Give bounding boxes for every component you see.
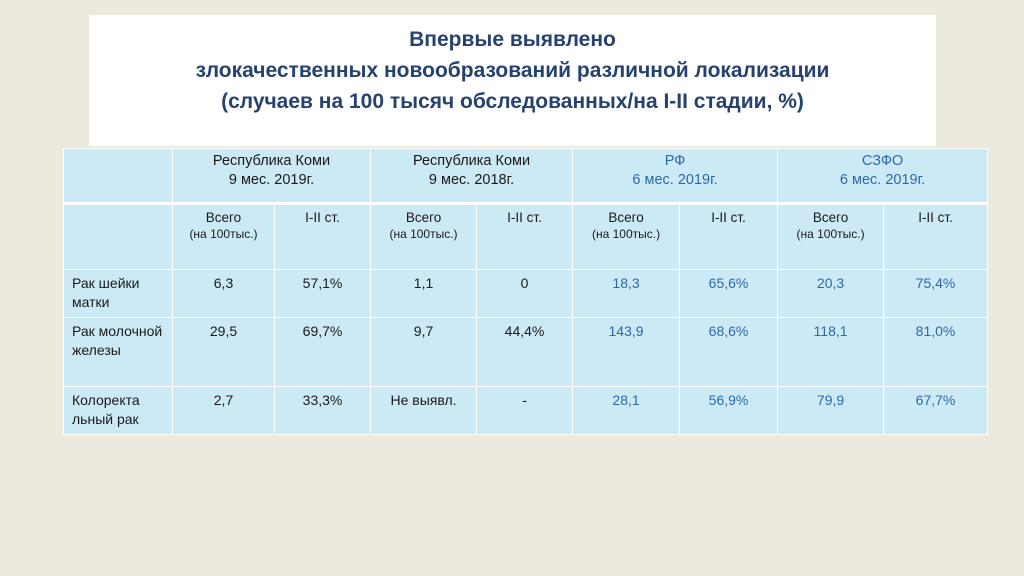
title-panel: Впервые выявлено злокачественных новообр… xyxy=(89,15,936,146)
table-cell: 0 xyxy=(476,269,574,318)
header-corner-cell xyxy=(63,148,173,205)
subheader-stage: I-II ст. xyxy=(679,203,779,270)
subheader-total: Всего (на 100тыс.) xyxy=(172,203,275,270)
table-cell: 6,3 xyxy=(172,269,275,318)
table-cell: 118,1 xyxy=(777,317,885,387)
table-cell: 1,1 xyxy=(370,269,478,318)
table-cell: 143,9 xyxy=(572,317,681,387)
subheader-empty-cell xyxy=(63,203,173,270)
title-line-1: Впервые выявлено xyxy=(409,28,616,51)
table-cell: 9,7 xyxy=(370,317,478,387)
table-cell: 57,1% xyxy=(273,269,372,318)
table-cell: 81,0% xyxy=(883,317,989,387)
table-cell: 28,1 xyxy=(572,386,681,435)
table-cell: 44,4% xyxy=(476,317,574,387)
table-row: Колоректа льный рак 2,7 33,3% Не выявл. … xyxy=(63,386,989,435)
group-header-rf-2019: РФ 6 мес. 2019г. xyxy=(572,148,779,205)
title-line-2: злокачественных новообразований различно… xyxy=(195,59,830,82)
table-cell: 75,4% xyxy=(883,269,989,318)
table-cell: - xyxy=(476,386,574,435)
table-cell: 20,3 xyxy=(777,269,885,318)
title-line-3: (случаев на 100 тысяч обследованных/на I… xyxy=(221,90,804,113)
table-cell: 79,9 xyxy=(777,386,885,435)
row-label: Рак молочной железы xyxy=(63,317,173,387)
table-cell: 2,7 xyxy=(172,386,275,435)
table-cell: 18,3 xyxy=(572,269,681,318)
group-header-komi-2019: Республика Коми 9 мес. 2019г. xyxy=(171,148,372,205)
subheader-total: Всего (на 100тыс.) xyxy=(370,203,478,270)
row-label: Рак шейки матки xyxy=(63,269,173,318)
table-cell: Не выявл. xyxy=(370,386,478,435)
subheader-total: Всего (на 100тыс.) xyxy=(572,203,681,270)
subheader-stage: I-II ст. xyxy=(273,203,372,270)
table-cell: 68,6% xyxy=(679,317,779,387)
table-row: Рак молочной железы 29,5 69,7% 9,7 44,4%… xyxy=(63,317,989,387)
table-cell: 56,9% xyxy=(679,386,779,435)
subheader-row: Всего (на 100тыс.) I-II ст. Всего (на 100т… xyxy=(63,203,989,270)
row-label: Колоректа льный рак xyxy=(63,386,173,435)
table-cell: 33,3% xyxy=(273,386,372,435)
group-header-szfo-2019: СЗФО 6 мес. 2019г. xyxy=(777,148,989,205)
subheader-stage: I-II ст. xyxy=(883,203,989,270)
table-cell: 67,7% xyxy=(883,386,989,435)
table-cell: 29,5 xyxy=(172,317,275,387)
subheader-stage: I-II ст. xyxy=(476,203,574,270)
data-table-wrapper: Республика Коми 9 мес. 2019г. Республика… xyxy=(63,148,989,435)
header-row: Республика Коми 9 мес. 2019г. Республика… xyxy=(63,148,989,205)
subheader-total: Всего (на 100тыс.) xyxy=(777,203,885,270)
table-row: Рак шейки матки 6,3 57,1% 1,1 0 18,3 65,… xyxy=(63,269,989,318)
table-cell: 69,7% xyxy=(273,317,372,387)
table-cell: 65,6% xyxy=(679,269,779,318)
slide-title: Впервые выявлено злокачественных новообр… xyxy=(89,15,936,117)
group-header-komi-2018: Республика Коми 9 мес. 2018г. xyxy=(370,148,574,205)
cancer-detection-table: Республика Коми 9 мес. 2019г. Республика… xyxy=(63,148,989,435)
